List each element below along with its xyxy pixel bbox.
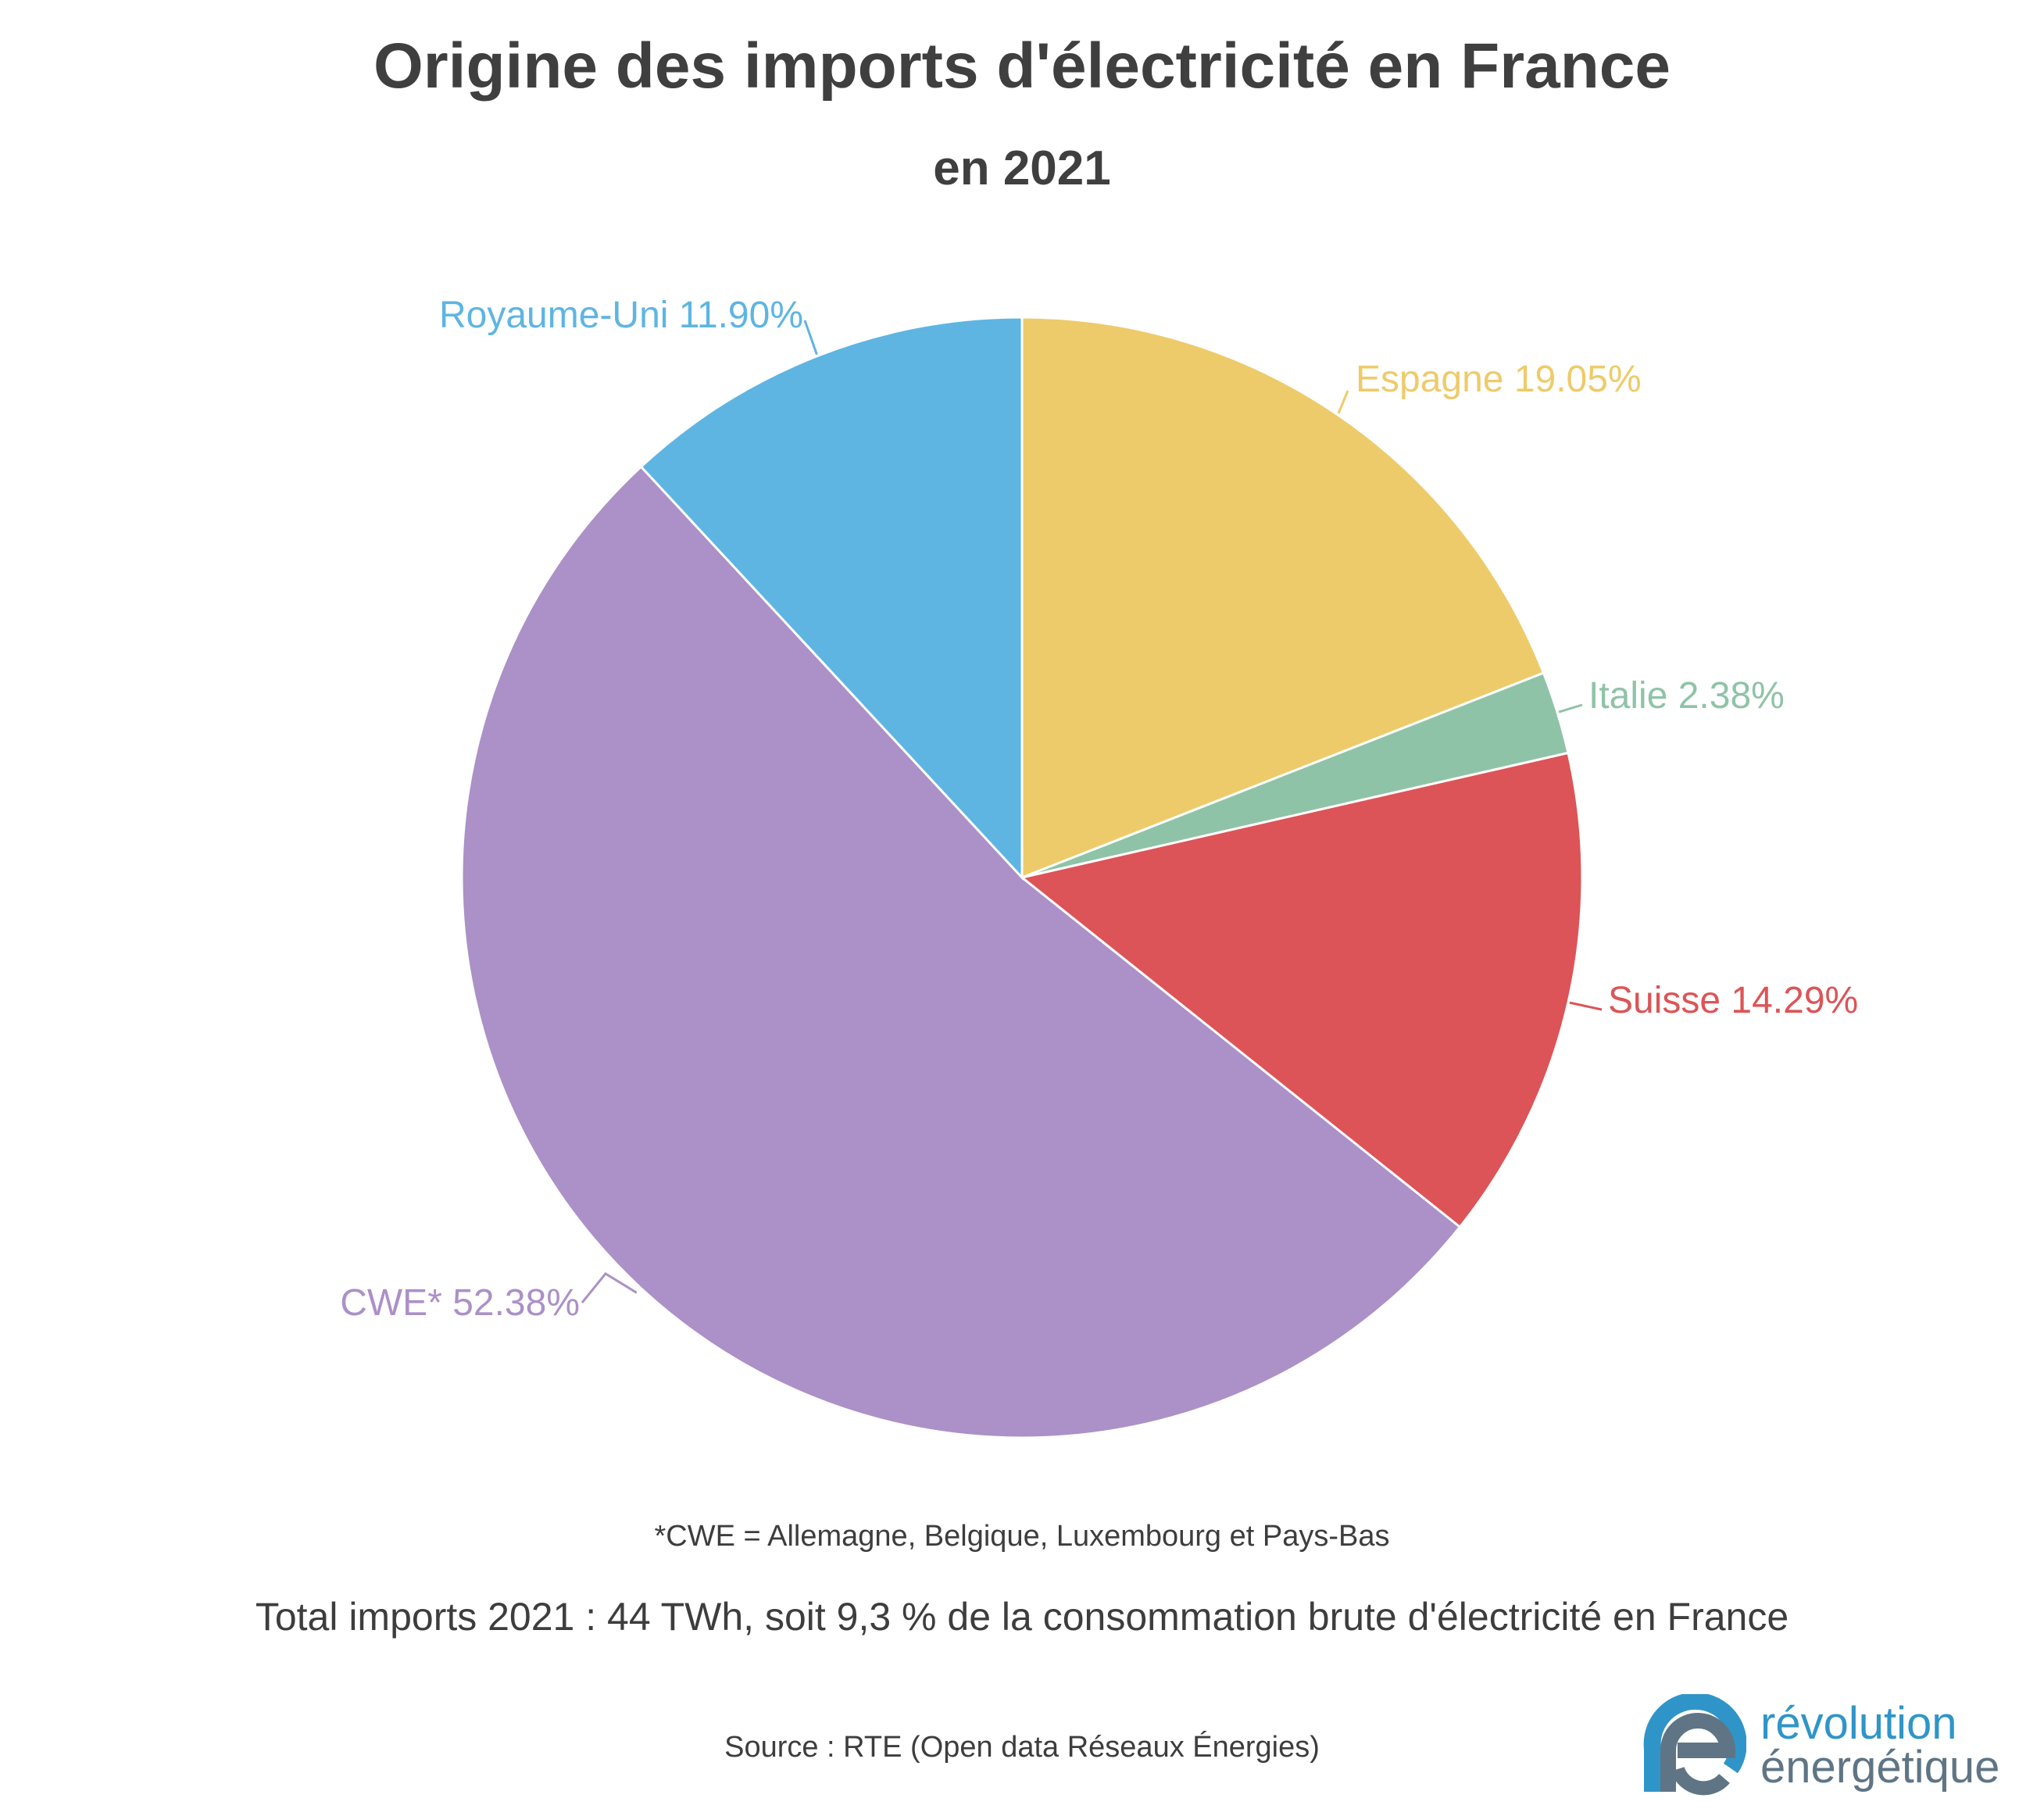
- leader-line-espagne: [1337, 390, 1349, 414]
- chart-title: Origine des imports d'électricité en Fra…: [373, 30, 1671, 102]
- slice-label-italie: Italie 2.38%: [1588, 675, 1785, 717]
- pie-slice-royaume-uni: [639, 316, 1024, 881]
- pie-slice-cwe: [460, 465, 1462, 1439]
- leader-line-suisse: [1569, 1001, 1603, 1011]
- slice-label-cwe: CWE* 52.38%: [340, 1282, 580, 1324]
- pie-slice-espagne: [1020, 316, 1546, 880]
- leader-line-cwe: [581, 1272, 638, 1303]
- leader-line-italie: [1558, 703, 1583, 713]
- pie-slice-suisse: [1019, 751, 1584, 1229]
- slice-label-espagne: Espagne 19.05%: [1356, 359, 1642, 400]
- cwe-footnote: *CWE = Allemagne, Belgique, Luxembourg e…: [654, 1520, 1390, 1553]
- logo-line-1: révolution: [1760, 1698, 1957, 1749]
- total-imports-note: Total imports 2021 : 44 TWh, soit 9,3 % …: [255, 1595, 1789, 1639]
- slice-label-royaume-uni: Royaume-Uni 11.90%: [439, 295, 803, 336]
- logo-line-2: énergétique: [1760, 1742, 2000, 1793]
- slice-label-suisse: Suisse 14.29%: [1608, 980, 1858, 1021]
- leader-line-royaume-uni: [803, 320, 818, 356]
- source-note: Source : RTE (Open data Réseaux Énergies…: [724, 1731, 1320, 1764]
- brand-logo: révolution énergétique: [1637, 1694, 2028, 1796]
- chart-subtitle: en 2021: [933, 141, 1111, 195]
- logo-e-icon: [1643, 1694, 1746, 1796]
